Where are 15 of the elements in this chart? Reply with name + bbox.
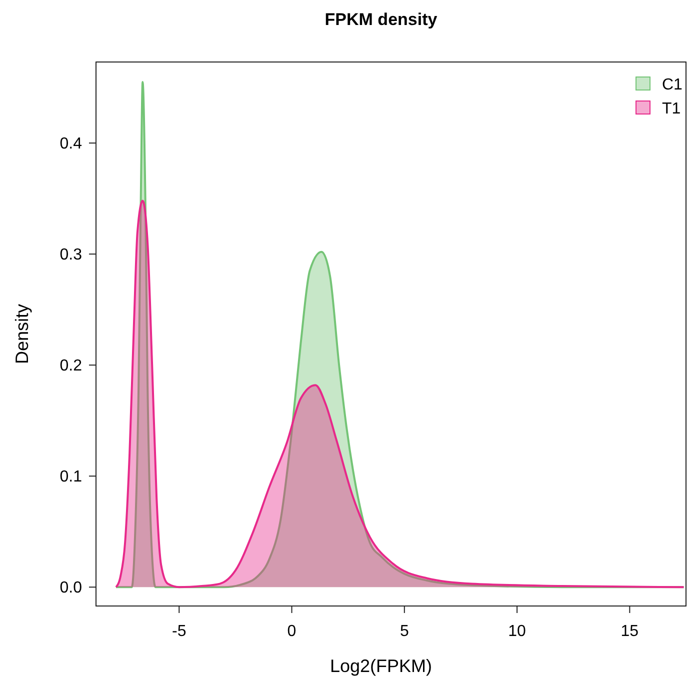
legend-label: T1 bbox=[662, 100, 681, 118]
x-tick-label: -5 bbox=[172, 623, 186, 640]
y-tick-label: 0.0 bbox=[60, 580, 82, 597]
x-axis-title: Log2(FPKM) bbox=[330, 656, 432, 676]
chart-title: FPKM density bbox=[324, 10, 438, 29]
x-tick-label: 5 bbox=[400, 623, 409, 640]
y-tick-label: 0.2 bbox=[60, 358, 82, 375]
x-tick-label: 10 bbox=[508, 623, 526, 640]
y-tick-label: 0.3 bbox=[60, 246, 82, 264]
legend-label: C1 bbox=[662, 76, 683, 94]
y-axis-title: Density bbox=[12, 304, 32, 364]
x-tick-label: 15 bbox=[620, 623, 639, 640]
x-tick-label: 0 bbox=[287, 623, 296, 640]
y-tick-label: 0.1 bbox=[60, 468, 82, 486]
y-tick-label: 0.4 bbox=[60, 136, 82, 153]
